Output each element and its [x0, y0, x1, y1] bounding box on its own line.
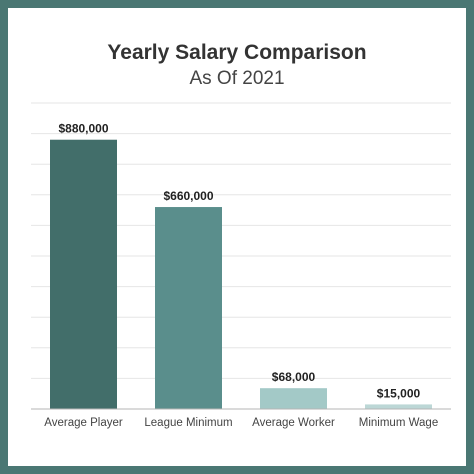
category-label: League Minimum: [144, 417, 232, 429]
bar-chart: $880,000 Average Player $660,000 League Min…: [31, 102, 451, 429]
category-label: Average Player: [44, 417, 123, 429]
chart-frame: Yearly Salary Comparison As Of 2021 $880…: [8, 8, 466, 466]
category-label: Minimum Wage: [359, 417, 438, 429]
value-label: $880,000: [58, 122, 108, 136]
chart-subtitle: As Of 2021: [189, 68, 285, 89]
bar-average-player: [50, 139, 117, 409]
chart-title: Yearly Salary Comparison: [107, 41, 367, 64]
bar-league-minimum: [155, 207, 222, 409]
bar-minimum-wage: [365, 404, 432, 409]
category-label: Average Worker: [252, 417, 335, 429]
value-label: $68,000: [272, 370, 316, 384]
value-label: $15,000: [377, 386, 421, 400]
bar-average-worker: [260, 388, 327, 409]
value-label: $660,000: [163, 189, 213, 203]
